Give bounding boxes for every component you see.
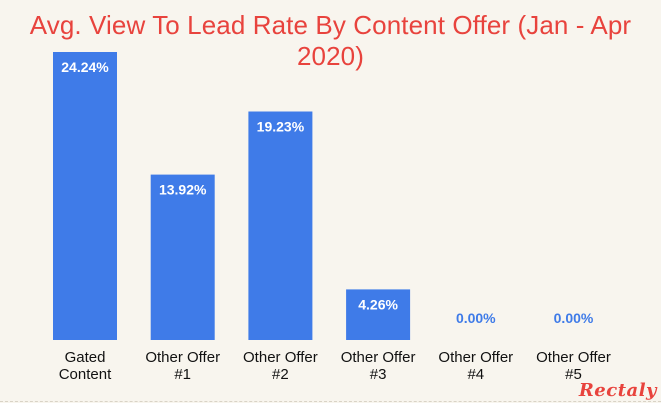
bar-value-label-2: 13.92% [159, 182, 207, 198]
x-tick-label-1-line-2: Content [59, 366, 112, 383]
x-tick-label-5-line-1: Other Offer [438, 349, 513, 366]
bar-value-label-4: 4.26% [358, 296, 398, 312]
x-tick-label-3-line-1: Other Offer [243, 349, 318, 366]
chart-title: Avg. View To Lead Rate By Content Offer … [29, 10, 632, 71]
bar-2 [150, 174, 215, 340]
bar-1 [53, 52, 117, 340]
bar-value-label-3: 19.23% [257, 119, 305, 135]
bar-4 [346, 289, 411, 340]
bar-value-label-5: 0.00% [456, 310, 496, 326]
x-tick-label-5-line-2: #4 [467, 366, 484, 383]
x-tick-label-2-line-1: Other Offer [145, 349, 220, 366]
x-tick-label-1-line-1: Gated [65, 349, 106, 366]
bar-3 [248, 111, 313, 340]
x-tick-label-4-line-1: Other Offer [341, 349, 416, 366]
bottom-divider [0, 401, 661, 403]
bar-value-label-6: 0.00% [554, 310, 594, 326]
bar-value-label-1: 24.24% [61, 59, 109, 75]
brand-logo: Rectaly [578, 380, 657, 401]
x-tick-label-2-line-2: #1 [174, 366, 191, 383]
x-tick-label-6-line-1: Other Offer [536, 349, 611, 366]
x-tick-label-6-line-2: #5 [565, 366, 582, 383]
x-tick-label-4-line-2: #3 [370, 366, 387, 383]
x-tick-label-3-line-2: #2 [272, 366, 289, 383]
